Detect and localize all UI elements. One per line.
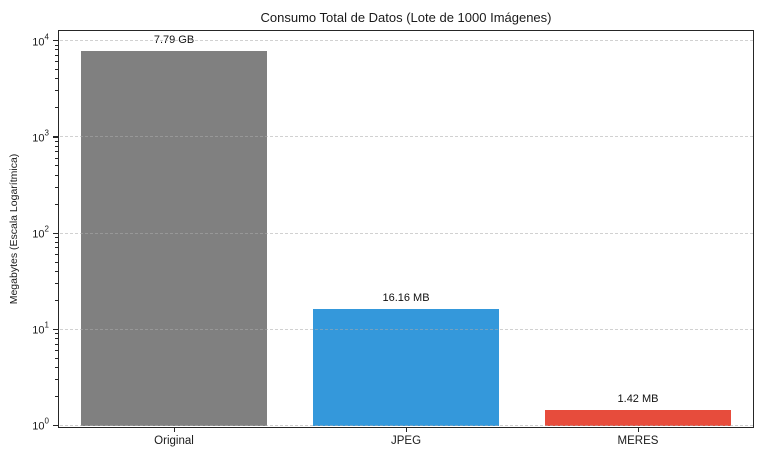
y-minor-tick — [55, 61, 58, 63]
y-minor-tick — [55, 343, 58, 345]
y-minor-tick — [55, 270, 58, 272]
y-tick-label-10e1: 101 — [32, 320, 49, 337]
x-tick — [174, 428, 176, 432]
y-minor-tick — [55, 282, 58, 284]
x-tick-label-meres: MERES — [617, 435, 659, 447]
y-minor-tick — [55, 107, 58, 109]
bar-meres — [545, 410, 731, 427]
y-minor-tick — [55, 78, 58, 80]
y-minor-tick — [55, 44, 58, 46]
gridline-10e1 — [59, 328, 753, 330]
y-minor-tick — [55, 299, 58, 301]
y-minor-tick — [55, 69, 58, 71]
bar-value-label: 1.42 MB — [617, 393, 659, 406]
y-minor-tick — [55, 333, 58, 335]
y-minor-tick — [55, 49, 58, 51]
gridline-10e4 — [59, 40, 753, 42]
y-tick-label-10e4: 104 — [32, 32, 49, 48]
bar-jpeg — [313, 308, 499, 427]
bar-original — [81, 50, 267, 427]
y-minor-tick — [55, 157, 58, 159]
y-minor-tick — [55, 165, 58, 167]
y-minor-tick — [55, 203, 58, 205]
chart-title: Consumo Total de Datos (Lote de 1000 Imá… — [260, 10, 552, 25]
gridline-10e2 — [59, 232, 753, 234]
y-minor-tick — [55, 140, 58, 142]
gridline-10e3 — [59, 136, 753, 138]
y-tick-label-10e0: 100 — [32, 417, 49, 433]
y-minor-tick — [55, 379, 58, 381]
y-minor-tick — [55, 350, 58, 352]
y-major-tick — [53, 424, 58, 427]
y-minor-tick — [55, 367, 58, 369]
bar-value-label: 16.16 MB — [382, 291, 430, 304]
y-minor-tick — [55, 241, 58, 243]
y-minor-tick — [55, 55, 58, 57]
y-major-tick — [53, 40, 58, 42]
y-axis-label: Megabytes (Escala Logarítmica) — [8, 153, 20, 305]
y-minor-tick — [55, 151, 58, 153]
y-minor-tick — [55, 357, 58, 359]
x-tick — [638, 428, 640, 432]
y-minor-tick — [55, 247, 58, 249]
y-minor-tick — [55, 236, 58, 238]
y-minor-tick — [55, 145, 58, 147]
y-major-tick — [53, 232, 58, 234]
x-tick-label-original: Original — [154, 435, 194, 447]
gridline-10e0 — [59, 424, 753, 426]
y-minor-tick — [55, 261, 58, 263]
y-minor-tick — [55, 186, 58, 188]
y-major-tick — [53, 136, 58, 138]
y-minor-tick — [55, 338, 58, 340]
y-minor-tick — [55, 396, 58, 397]
y-tick-label-10e2: 102 — [32, 224, 49, 241]
y-minor-tick — [55, 174, 58, 176]
y-minor-tick — [55, 253, 58, 255]
y-tick-label-10e3: 103 — [32, 128, 49, 145]
x-tick — [406, 428, 408, 432]
y-major-tick — [53, 328, 58, 330]
x-tick-label-jpeg: JPEG — [390, 435, 422, 447]
bar-value-label: 7.79 GB — [153, 33, 195, 46]
y-minor-tick — [55, 90, 58, 92]
